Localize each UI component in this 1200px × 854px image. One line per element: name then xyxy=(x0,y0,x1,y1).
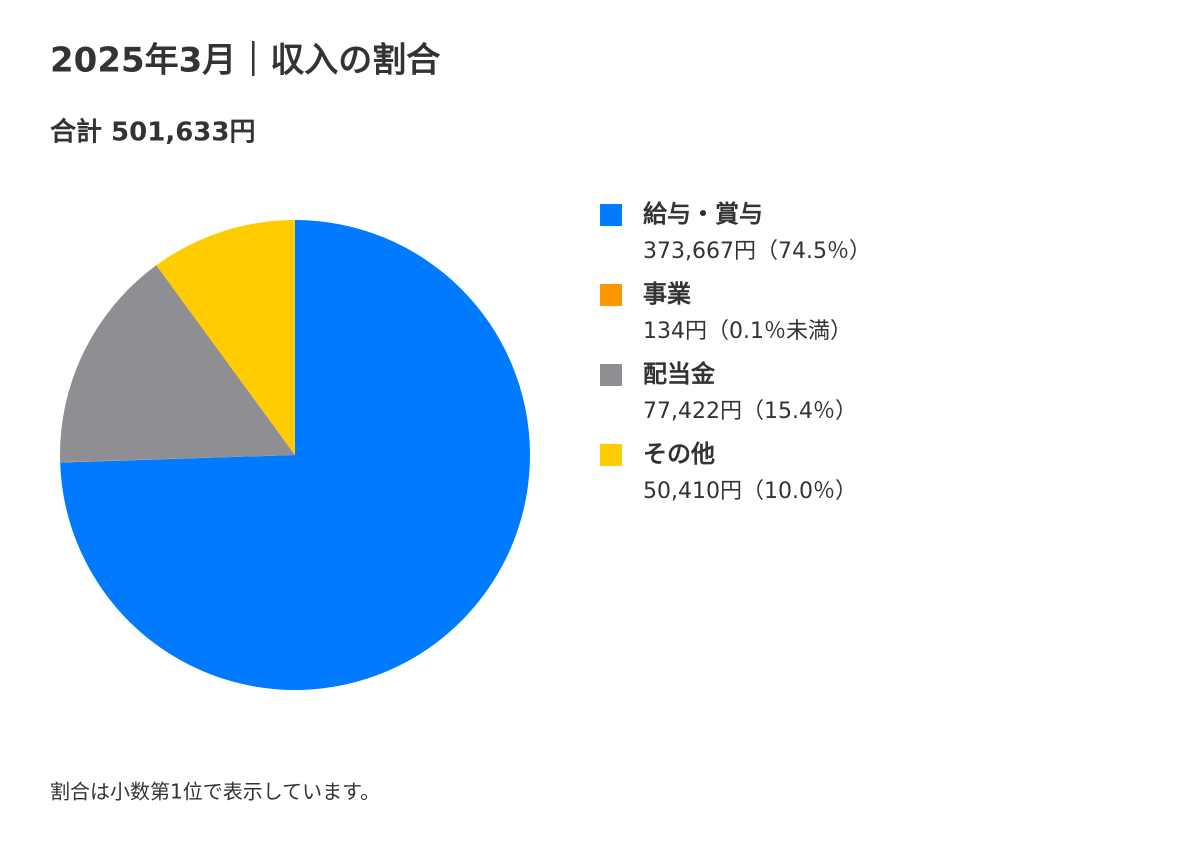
legend-swatch xyxy=(600,444,622,466)
legend-swatch xyxy=(600,204,622,226)
pie-slice xyxy=(60,455,296,463)
legend-value: 373,667円（74.5％） xyxy=(643,239,871,264)
chart-title: 2025年3月｜収入の割合 xyxy=(50,41,440,81)
pie-slice xyxy=(60,265,295,463)
pie-slice xyxy=(60,220,530,690)
legend-swatch xyxy=(600,364,622,386)
chart-subtitle: 合計 501,633円 xyxy=(50,117,255,148)
legend-value: 50,410円（10.0％） xyxy=(643,479,857,504)
pie-slice xyxy=(156,220,295,455)
legend-label: 給与・賞与 xyxy=(643,200,763,228)
footnote: 割合は小数第1位で表示しています。 xyxy=(50,780,380,804)
legend-swatch xyxy=(600,284,622,306)
legend-value: 77,422円（15.4％） xyxy=(643,399,857,424)
legend-label: 配当金 xyxy=(643,360,716,388)
legend-value: 134円（0.1％未満） xyxy=(643,319,852,344)
legend-label: その他 xyxy=(643,440,715,468)
legend-label: 事業 xyxy=(643,280,691,308)
